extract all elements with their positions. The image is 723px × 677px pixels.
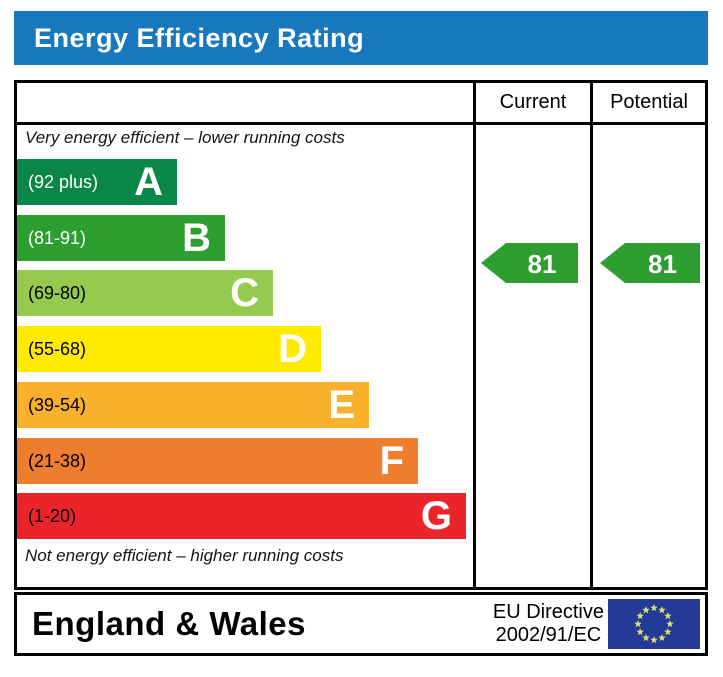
- band-d: (55-68) D: [17, 326, 321, 372]
- band-range-label: (69-80): [28, 282, 87, 303]
- column-divider-right: [590, 83, 593, 587]
- band-a: (92 plus) A: [17, 159, 177, 205]
- band-f: (21-38) F: [17, 438, 418, 484]
- eu-star-icon: [636, 612, 644, 620]
- band-letter: A: [134, 160, 163, 204]
- eu-star-icon: [664, 612, 672, 620]
- current-rating-arrow: 81: [481, 243, 578, 283]
- header-divider: [17, 122, 705, 125]
- current-rating-value: 81: [528, 249, 557, 279]
- eu-directive-line1: EU Directive: [492, 601, 604, 623]
- column-header-potential: Potential: [610, 91, 688, 113]
- column-divider-left: [473, 83, 476, 587]
- footer-bar: England & Wales EU Directive 2002/91/EC: [14, 592, 708, 656]
- eu-star-icon: [664, 628, 672, 636]
- current-arrow-shape: 81: [481, 243, 578, 283]
- page-title: Energy Efficiency Rating: [34, 22, 365, 53]
- eu-star-icon: [658, 633, 666, 642]
- note-very-efficient: Very energy efficient – lower running co…: [25, 128, 345, 147]
- band-letter: E: [328, 383, 355, 427]
- potential-rating-arrow: 81: [600, 243, 700, 283]
- eu-star-icon: [650, 636, 658, 644]
- band-letter: D: [278, 327, 307, 371]
- potential-arrow-shape: 81: [600, 243, 700, 283]
- eu-star-icon: [642, 606, 650, 614]
- band-range-label: (55-68): [28, 338, 87, 359]
- column-header-current: Current: [499, 91, 567, 113]
- title-bar: Energy Efficiency Rating: [14, 11, 708, 65]
- band-letter: B: [182, 216, 211, 260]
- band-list: (92 plus) A (81-91) B (69-80) C (55-68) D (39-54…: [17, 83, 473, 587]
- eu-star-icon: [634, 620, 642, 628]
- band-g: (1-20) G: [17, 493, 466, 539]
- band-range-label: (81-91): [28, 227, 87, 248]
- eu-star-icon: [650, 604, 658, 612]
- eu-star-icon: [642, 633, 650, 642]
- region-label: England & Wales: [32, 605, 306, 642]
- band-e: (39-54) E: [17, 382, 369, 428]
- band-c: (69-80) C: [17, 270, 273, 316]
- rating-table: Current Potential Very energy efficient …: [14, 80, 708, 590]
- band-range-label: (1-20): [28, 505, 77, 526]
- eu-star-icon: [658, 606, 666, 614]
- band-range-label: (39-54): [28, 394, 87, 415]
- eu-flag-icon: [608, 599, 700, 649]
- band-letter: G: [420, 494, 452, 538]
- eu-directive-label: EU Directive 2002/91/EC: [493, 601, 604, 647]
- band-range-label: (21-38): [28, 450, 87, 471]
- band-letter: C: [230, 271, 259, 315]
- note-not-efficient: Not energy efficient – higher running co…: [25, 546, 344, 565]
- band-range-label: (92 plus): [28, 171, 99, 192]
- band-letter: F: [379, 439, 404, 483]
- eu-star-icon: [636, 628, 644, 636]
- eu-directive-line2: 2002/91/EC: [495, 624, 602, 646]
- band-b: (81-91) B: [17, 215, 225, 261]
- eu-star-icon: [666, 620, 674, 628]
- potential-rating-value: 81: [648, 249, 677, 279]
- eu-flag-svg: [608, 599, 700, 649]
